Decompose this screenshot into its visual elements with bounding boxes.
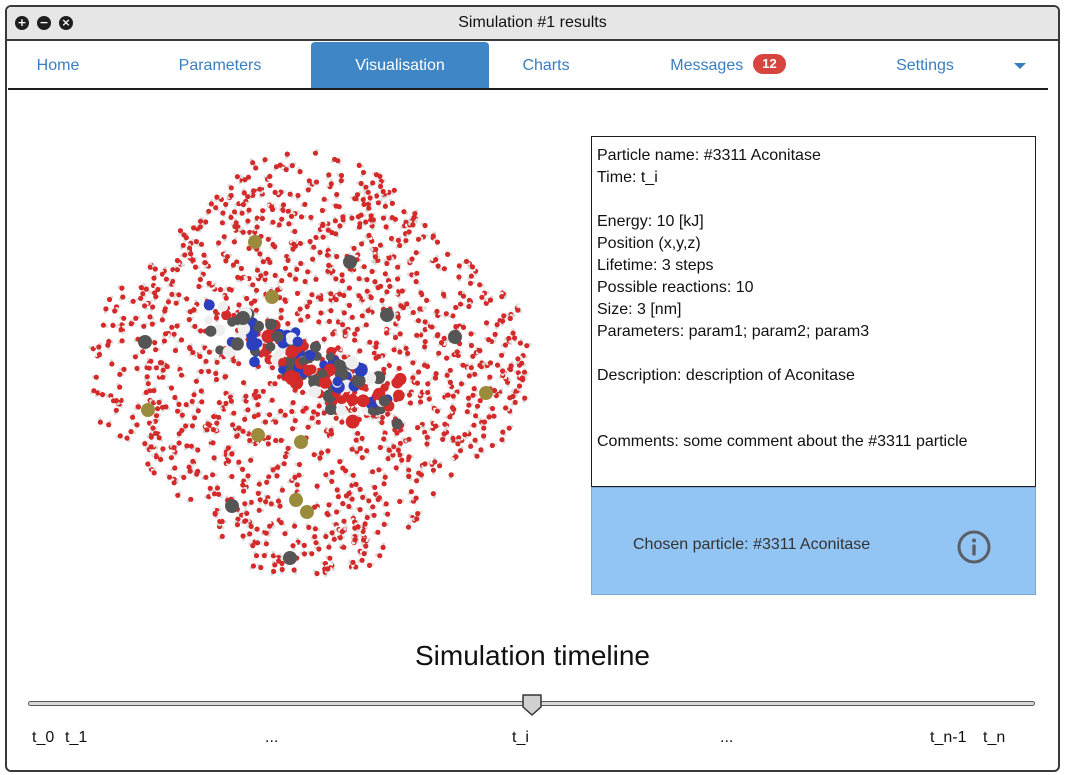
timeline-title: Simulation timeline [415,640,650,671]
particle-details-panel: Particle name: #3311 Aconitase Time: t_i… [591,136,1036,487]
particle-description: Description: description of Aconitase [597,367,855,384]
app-window: + − × Simulation #1 results [5,5,1060,772]
tab-home[interactable]: Home [36,57,80,74]
messages-count-badge: 12 [753,53,786,74]
timeline-label-tn-1: t_n-1 [930,729,967,746]
timeline-label-ti: t_i [512,729,529,746]
timeline-slider-handle[interactable] [521,693,543,717]
chosen-particle-panel: Chosen particle: #3311 Aconitase [591,487,1036,595]
chosen-particle-label: Chosen particle: #3311 Aconitase [633,536,871,553]
tab-bar: Home Parameters Visualisation Charts Mes… [8,42,1048,90]
particle-comments: Comments: some comment about the #3311 p… [597,433,968,450]
tab-charts[interactable]: Charts [522,57,570,74]
tab-messages[interactable]: Messages 12 [638,42,818,88]
particle-energy: Energy: 10 [kJ] [597,213,704,230]
minus-icon[interactable]: − [37,16,51,30]
tab-messages-label: Messages [670,57,744,74]
particle-name: Particle name: #3311 Aconitase [597,147,821,164]
tab-visualisation[interactable]: Visualisation [311,42,489,88]
particle-parameters: Parameters: param1; param2; param3 [597,323,870,340]
tab-parameters[interactable]: Parameters [178,57,262,74]
timeline-label-t0: t_0 [32,729,55,746]
particle-size: Size: 3 [nm] [597,301,682,318]
plus-icon[interactable]: + [15,16,29,30]
particle-reactions: Possible reactions: 10 [597,279,754,296]
info-icon[interactable] [956,529,992,565]
particle-position: Position (x,y,z) [597,235,701,252]
window-title: Simulation #1 results [458,14,607,31]
particle-lifetime: Lifetime: 3 steps [597,257,714,274]
timeline-label-tn: t_n [983,729,1006,746]
tab-settings[interactable]: Settings [896,57,954,74]
timeline-label-t1: t_1 [65,729,88,746]
chevron-down-icon[interactable] [1014,63,1026,69]
close-icon[interactable]: × [59,16,73,30]
molecule-visualisation[interactable] [85,145,545,590]
timeline-label-ellipsis-1: ... [265,729,279,746]
particle-time: Time: t_i [597,169,658,186]
title-bar: + − × Simulation #1 results [7,7,1058,41]
timeline-label-ellipsis-2: ... [720,729,734,746]
